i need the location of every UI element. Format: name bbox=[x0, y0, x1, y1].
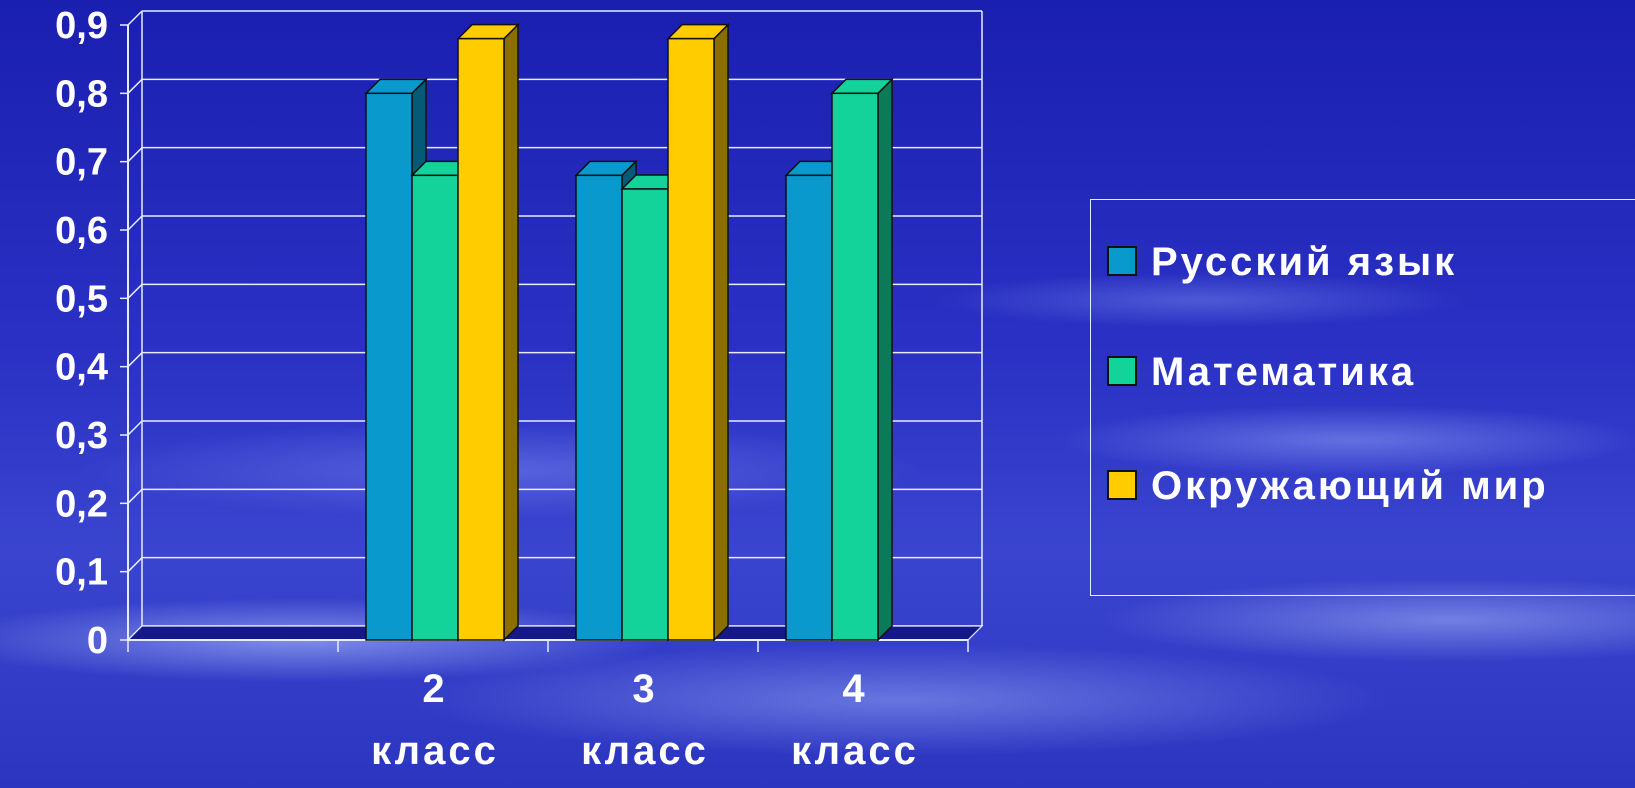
x-category-label: 2 класс bbox=[371, 667, 499, 773]
y-tick-label: 0,8 bbox=[55, 73, 108, 115]
y-tick-label: 0,9 bbox=[55, 5, 108, 47]
legend-swatch-math bbox=[1107, 356, 1137, 386]
legend-label-world: Окружающий мир bbox=[1151, 464, 1549, 508]
gridline-depth bbox=[127, 78, 143, 94]
y-tick-label: 0,1 bbox=[55, 552, 108, 594]
legend-item-math: Математика bbox=[1107, 350, 1611, 394]
legend-swatch-world bbox=[1107, 470, 1137, 500]
legend-swatch-russian bbox=[1107, 246, 1137, 276]
gridline-depth bbox=[127, 352, 143, 368]
gridline-depth bbox=[127, 10, 143, 26]
bar bbox=[666, 22, 730, 642]
y-tick-label: 0,5 bbox=[55, 278, 108, 320]
y-tick-label: 0,6 bbox=[55, 210, 108, 252]
y-tick-label: 0 bbox=[87, 620, 108, 662]
x-category-labels: 2 класс 3 класс 4 класс bbox=[371, 667, 919, 773]
gridline-depth bbox=[127, 147, 143, 163]
legend-item-russian: Русский язык bbox=[1107, 240, 1611, 284]
x-category-label: 3 класс bbox=[581, 667, 709, 773]
bar bbox=[830, 77, 894, 642]
y-tick-label: 0,7 bbox=[55, 142, 108, 184]
gridline-depth bbox=[127, 283, 143, 299]
bars bbox=[364, 22, 894, 642]
legend-label-math: Математика bbox=[1151, 350, 1417, 394]
y-tick-label: 0,3 bbox=[55, 415, 108, 457]
y-tick-label: 0,4 bbox=[55, 347, 108, 389]
legend-label-russian: Русский язык bbox=[1151, 240, 1458, 284]
bar bbox=[456, 22, 520, 642]
gridline-depth bbox=[127, 420, 143, 436]
legend-item-world: Окружающий мир bbox=[1107, 464, 1611, 508]
gridline-depth bbox=[127, 215, 143, 231]
y-tick-label: 0,2 bbox=[55, 483, 108, 525]
x-category-label: 4 класс bbox=[791, 667, 919, 773]
legend: Русский язык Математика Окружающий мир bbox=[1090, 199, 1635, 596]
gridline-depth bbox=[127, 488, 143, 504]
gridline-depth bbox=[127, 557, 143, 573]
y-tick-labels: 0 0,1 0,2 0,3 0,4 0,5 0,6 0,7 0,8 0,9 bbox=[55, 5, 108, 662]
